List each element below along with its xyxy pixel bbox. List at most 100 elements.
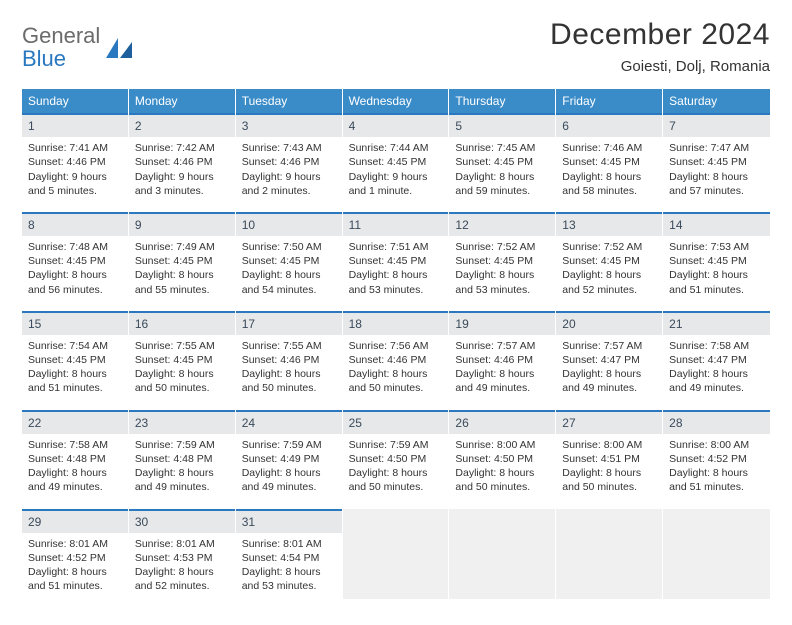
day-number: 7 [663,113,770,137]
day-number: 19 [449,311,555,335]
brand-logo: General Blue [22,18,134,70]
month-title: December 2024 [550,18,770,52]
day-cell: 19Sunrise: 7:57 AMSunset: 4:46 PMDayligh… [449,311,556,402]
day-body: Sunrise: 7:44 AMSunset: 4:45 PMDaylight:… [343,137,449,204]
week-row: 22Sunrise: 7:58 AMSunset: 4:48 PMDayligh… [22,410,770,501]
sunrise-line: Sunrise: 7:45 AM [455,141,549,155]
sunset-line: Sunset: 4:45 PM [562,155,656,169]
day-cell: 16Sunrise: 7:55 AMSunset: 4:45 PMDayligh… [129,311,236,402]
sunset-line: Sunset: 4:49 PM [242,452,336,466]
day-cell: 11Sunrise: 7:51 AMSunset: 4:45 PMDayligh… [343,212,450,303]
logo-sail-icon [104,34,134,60]
day-number: 18 [343,311,449,335]
day-cell: 20Sunrise: 7:57 AMSunset: 4:47 PMDayligh… [556,311,663,402]
day-cell: 4Sunrise: 7:44 AMSunset: 4:45 PMDaylight… [343,113,450,204]
day-number: 11 [343,212,449,236]
day-body: Sunrise: 8:00 AMSunset: 4:51 PMDaylight:… [556,434,662,501]
sunset-line: Sunset: 4:50 PM [349,452,443,466]
day-number: 6 [556,113,662,137]
title-block: December 2024 Goiesti, Dolj, Romania [550,18,770,75]
sunset-line: Sunset: 4:48 PM [135,452,229,466]
sunset-line: Sunset: 4:47 PM [669,353,764,367]
daylight-line: Daylight: 8 hours and 51 minutes. [28,565,122,593]
daylight-line: Daylight: 8 hours and 50 minutes. [135,367,229,395]
day-body: Sunrise: 7:52 AMSunset: 4:45 PMDaylight:… [556,236,662,303]
daylight-line: Daylight: 8 hours and 49 minutes. [455,367,549,395]
day-body: Sunrise: 7:57 AMSunset: 4:46 PMDaylight:… [449,335,555,402]
day-body: Sunrise: 7:51 AMSunset: 4:45 PMDaylight:… [343,236,449,303]
day-body: Sunrise: 7:57 AMSunset: 4:47 PMDaylight:… [556,335,662,402]
day-cell: 21Sunrise: 7:58 AMSunset: 4:47 PMDayligh… [663,311,770,402]
day-number: 31 [236,509,342,533]
day-number: 8 [22,212,128,236]
day-cell: 24Sunrise: 7:59 AMSunset: 4:49 PMDayligh… [236,410,343,501]
daylight-line: Daylight: 8 hours and 49 minutes. [135,466,229,494]
day-body: Sunrise: 7:59 AMSunset: 4:49 PMDaylight:… [236,434,342,501]
daylight-line: Daylight: 8 hours and 54 minutes. [242,268,336,296]
daylight-line: Daylight: 8 hours and 50 minutes. [455,466,549,494]
day-body: Sunrise: 7:42 AMSunset: 4:46 PMDaylight:… [129,137,235,204]
day-number: 20 [556,311,662,335]
day-body: Sunrise: 7:58 AMSunset: 4:48 PMDaylight:… [22,434,128,501]
sunset-line: Sunset: 4:45 PM [349,254,443,268]
day-body: Sunrise: 7:55 AMSunset: 4:46 PMDaylight:… [236,335,342,402]
day-cell: 1Sunrise: 7:41 AMSunset: 4:46 PMDaylight… [22,113,129,204]
day-number: 27 [556,410,662,434]
sunset-line: Sunset: 4:47 PM [562,353,656,367]
day-cell: 25Sunrise: 7:59 AMSunset: 4:50 PMDayligh… [343,410,450,501]
daylight-line: Daylight: 8 hours and 49 minutes. [669,367,764,395]
daylight-line: Daylight: 8 hours and 49 minutes. [242,466,336,494]
day-cell-empty [449,509,556,600]
day-number: 28 [663,410,770,434]
day-cell: 22Sunrise: 7:58 AMSunset: 4:48 PMDayligh… [22,410,129,501]
sunrise-line: Sunrise: 8:01 AM [28,537,122,551]
day-cell: 12Sunrise: 7:52 AMSunset: 4:45 PMDayligh… [449,212,556,303]
daylight-line: Daylight: 9 hours and 3 minutes. [135,170,229,198]
day-number: 3 [236,113,342,137]
day-cell: 13Sunrise: 7:52 AMSunset: 4:45 PMDayligh… [556,212,663,303]
day-number: 29 [22,509,128,533]
sunset-line: Sunset: 4:45 PM [135,353,229,367]
day-number: 30 [129,509,235,533]
dow-cell: Sunday [22,89,129,113]
day-number: 10 [236,212,342,236]
daylight-line: Daylight: 8 hours and 58 minutes. [562,170,656,198]
sunset-line: Sunset: 4:45 PM [135,254,229,268]
day-cell: 31Sunrise: 8:01 AMSunset: 4:54 PMDayligh… [236,509,343,600]
day-body: Sunrise: 7:50 AMSunset: 4:45 PMDaylight:… [236,236,342,303]
sunset-line: Sunset: 4:46 PM [242,155,336,169]
daylight-line: Daylight: 8 hours and 56 minutes. [28,268,122,296]
daylight-line: Daylight: 8 hours and 52 minutes. [135,565,229,593]
day-number: 13 [556,212,662,236]
sunset-line: Sunset: 4:45 PM [455,254,549,268]
dow-cell: Monday [129,89,236,113]
day-number: 15 [22,311,128,335]
day-number: 25 [343,410,449,434]
day-cell: 2Sunrise: 7:42 AMSunset: 4:46 PMDaylight… [129,113,236,204]
dow-cell: Thursday [449,89,556,113]
sunrise-line: Sunrise: 8:00 AM [669,438,764,452]
sunrise-line: Sunrise: 7:57 AM [562,339,656,353]
weeks-container: 1Sunrise: 7:41 AMSunset: 4:46 PMDaylight… [22,113,770,599]
day-number: 23 [129,410,235,434]
sunrise-line: Sunrise: 8:00 AM [455,438,549,452]
sunset-line: Sunset: 4:54 PM [242,551,336,565]
day-body: Sunrise: 7:47 AMSunset: 4:45 PMDaylight:… [663,137,770,204]
day-number: 24 [236,410,342,434]
sunrise-line: Sunrise: 7:57 AM [455,339,549,353]
calendar-page: General Blue December 2024 Goiesti, Dolj… [0,0,792,625]
day-body: Sunrise: 7:54 AMSunset: 4:45 PMDaylight:… [22,335,128,402]
sunrise-line: Sunrise: 7:54 AM [28,339,122,353]
day-cell: 3Sunrise: 7:43 AMSunset: 4:46 PMDaylight… [236,113,343,204]
sunset-line: Sunset: 4:46 PM [135,155,229,169]
sunrise-line: Sunrise: 7:59 AM [349,438,443,452]
daylight-line: Daylight: 8 hours and 51 minutes. [28,367,122,395]
day-cell: 14Sunrise: 7:53 AMSunset: 4:45 PMDayligh… [663,212,770,303]
day-cell: 15Sunrise: 7:54 AMSunset: 4:45 PMDayligh… [22,311,129,402]
sunrise-line: Sunrise: 8:01 AM [135,537,229,551]
day-cell: 23Sunrise: 7:59 AMSunset: 4:48 PMDayligh… [129,410,236,501]
daylight-line: Daylight: 8 hours and 52 minutes. [562,268,656,296]
day-body: Sunrise: 8:01 AMSunset: 4:53 PMDaylight:… [129,533,235,600]
day-body: Sunrise: 7:45 AMSunset: 4:45 PMDaylight:… [449,137,555,204]
sunset-line: Sunset: 4:50 PM [455,452,549,466]
